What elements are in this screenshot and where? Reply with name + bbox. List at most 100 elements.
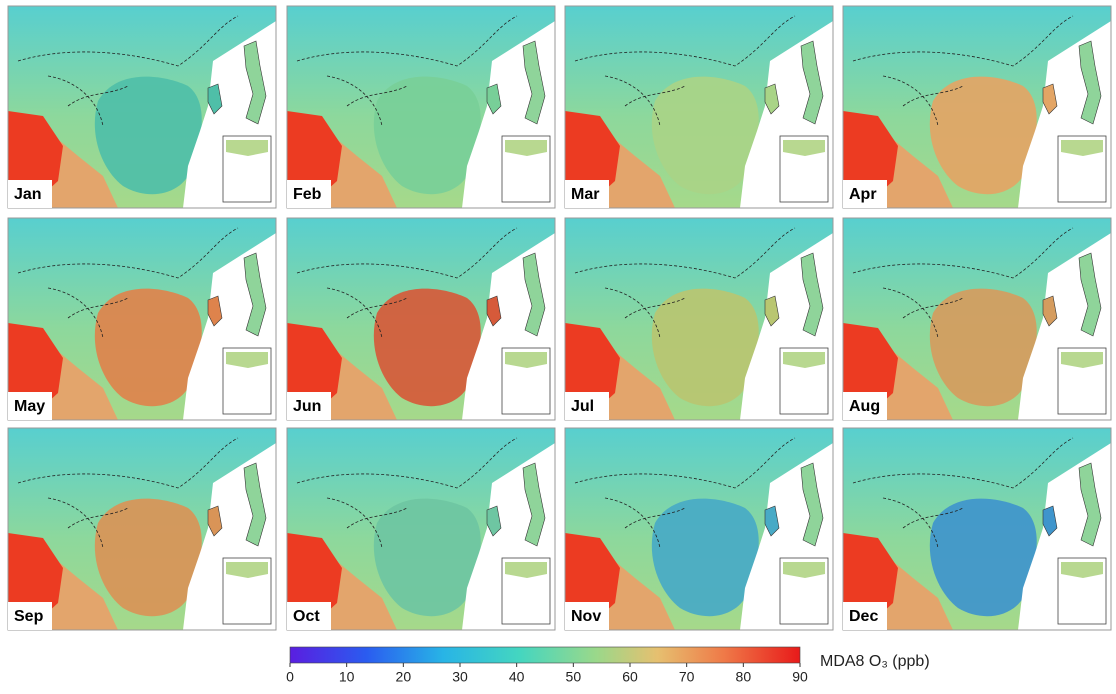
month-label: Jun: [293, 398, 321, 415]
map-panel: Mar: [564, 5, 834, 209]
japan: [800, 40, 824, 125]
label-box: [8, 180, 52, 208]
label-box: [287, 602, 331, 630]
month-label: Mar: [571, 186, 599, 203]
month-label: Jan: [14, 186, 42, 203]
map-panel: Aug: [842, 217, 1112, 421]
korea: [207, 83, 223, 115]
border: [574, 227, 796, 339]
map-panel: Oct: [286, 427, 556, 631]
inset-land: [505, 140, 547, 156]
china-region: [651, 498, 759, 617]
border: [296, 15, 518, 127]
map-panel: Nov: [564, 427, 834, 631]
month-label: Feb: [293, 186, 322, 203]
colorbar-tick-label: 50: [566, 669, 582, 685]
map-panel: Dec: [842, 427, 1112, 631]
border: [852, 15, 1074, 127]
japan: [800, 252, 824, 337]
label-box: [843, 602, 887, 630]
japan: [800, 462, 824, 547]
china-region: [929, 288, 1037, 407]
china-region: [373, 76, 481, 195]
inset-land: [226, 352, 268, 368]
label-box: [843, 180, 887, 208]
inset-land: [1061, 140, 1103, 156]
japan: [1078, 462, 1102, 547]
inset-land: [226, 140, 268, 156]
panel-frame: [7, 217, 277, 421]
month-label: Sep: [14, 608, 44, 625]
map: [8, 218, 276, 420]
border: [296, 437, 518, 549]
korea: [764, 505, 780, 537]
month-label: Aug: [849, 398, 880, 415]
map: [843, 218, 1111, 420]
map: [8, 6, 276, 208]
panel-frame: [842, 427, 1112, 631]
panel-frame: [7, 427, 277, 631]
china-region: [651, 76, 759, 195]
month-label: Dec: [849, 608, 878, 625]
map-panel: Feb: [286, 5, 556, 209]
inset-land: [783, 562, 825, 578]
colorbar-tick-label: 30: [452, 669, 468, 685]
colorbar-label: MDA8 O₃ (ppb): [820, 653, 930, 670]
label-box: [8, 602, 52, 630]
border: [852, 437, 1074, 549]
japan: [243, 252, 267, 337]
panel-frame: [842, 217, 1112, 421]
month-label: Jul: [571, 398, 594, 415]
map: [843, 428, 1111, 630]
japan: [522, 40, 546, 125]
inset-land: [1061, 562, 1103, 578]
map: [287, 218, 555, 420]
colorbar-tick-label: 60: [622, 669, 638, 685]
panel-frame: [286, 5, 556, 209]
panel-frame: [7, 5, 277, 209]
map-panel: May: [7, 217, 277, 421]
korea: [764, 295, 780, 327]
japan: [522, 252, 546, 337]
month-label: Nov: [571, 608, 601, 625]
colorbar-tick-label: 80: [736, 669, 752, 685]
map-panel: Jul: [564, 217, 834, 421]
korea: [1042, 83, 1058, 115]
border: [574, 437, 796, 549]
korea: [486, 505, 502, 537]
border: [852, 227, 1074, 339]
colorbar-tick-label: 0: [286, 669, 294, 685]
inset-land: [783, 140, 825, 156]
map: [8, 428, 276, 630]
map: [287, 6, 555, 208]
month-label: Oct: [293, 608, 320, 625]
china-region: [94, 76, 202, 195]
panel-frame: [286, 427, 556, 631]
label-box: [287, 180, 331, 208]
label-box: [565, 180, 609, 208]
inset-land: [505, 562, 547, 578]
colorbar-tick-label: 90: [792, 669, 808, 685]
panel-frame: [564, 427, 834, 631]
korea: [486, 83, 502, 115]
japan: [243, 462, 267, 547]
colorbar: [289, 646, 801, 664]
map-panel: Jun: [286, 217, 556, 421]
panel-frame: [286, 217, 556, 421]
border: [17, 437, 239, 549]
map: [565, 428, 833, 630]
inset-land: [1061, 352, 1103, 368]
inset-land: [505, 352, 547, 368]
korea: [207, 295, 223, 327]
china-region: [373, 288, 481, 407]
label-box: [287, 392, 331, 420]
map-panel: Sep: [7, 427, 277, 631]
label-box: [843, 392, 887, 420]
map: [287, 428, 555, 630]
china-region: [929, 76, 1037, 195]
japan: [1078, 252, 1102, 337]
map: [565, 6, 833, 208]
map-panel: Jan: [7, 5, 277, 209]
panel-frame: [842, 5, 1112, 209]
china-region: [651, 288, 759, 407]
